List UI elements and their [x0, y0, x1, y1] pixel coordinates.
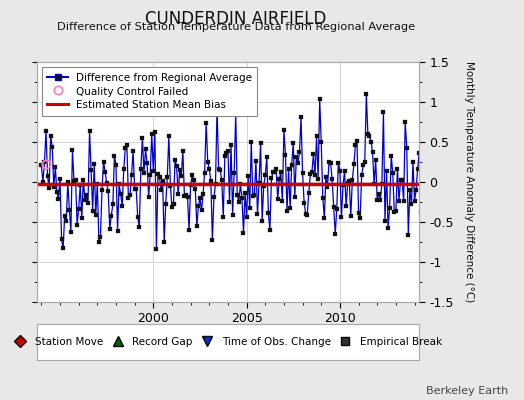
- Difference from Regional Average: [183, 193, 189, 198]
- Y-axis label: Monthly Temperature Anomaly Difference (°C): Monthly Temperature Anomaly Difference (…: [464, 61, 474, 303]
- Legend: Station Move, Record Gap, Time of Obs. Change, Empirical Break: Station Move, Record Gap, Time of Obs. C…: [12, 335, 444, 349]
- Difference from Regional Average: [419, 197, 425, 202]
- Difference from Regional Average: [328, 160, 334, 165]
- Difference from Regional Average: [363, 92, 369, 96]
- Difference from Regional Average: [153, 246, 159, 251]
- Difference from Regional Average: [247, 206, 253, 211]
- Legend: Difference from Regional Average, Quality Control Failed, Estimated Station Mean: Difference from Regional Average, Qualit…: [42, 67, 257, 116]
- Difference from Regional Average: [38, 163, 45, 168]
- Text: Difference of Station Temperature Data from Regional Average: Difference of Station Temperature Data f…: [57, 22, 415, 32]
- Difference from Regional Average: [411, 198, 418, 203]
- Difference from Regional Average: [63, 219, 69, 224]
- Text: CUNDERDIN AIRFIELD: CUNDERDIN AIRFIELD: [145, 10, 326, 28]
- Difference from Regional Average: [195, 204, 202, 208]
- Text: Berkeley Earth: Berkeley Earth: [426, 386, 508, 396]
- Line: Difference from Regional Average: Difference from Regional Average: [39, 92, 424, 251]
